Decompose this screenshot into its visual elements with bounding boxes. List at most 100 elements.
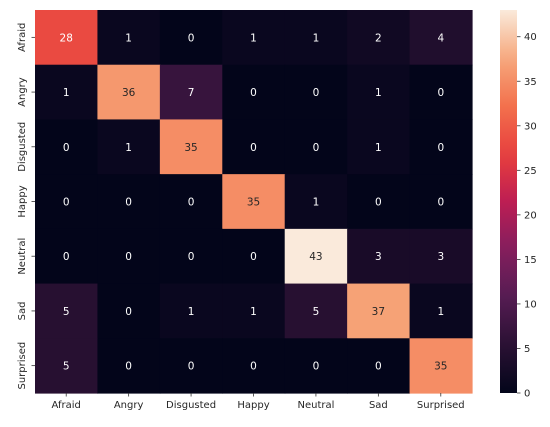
heatmap-cell <box>347 64 411 121</box>
cell-value-label: 3 <box>375 251 382 263</box>
colorbar-tick-label: 0 <box>524 389 530 400</box>
cell-value-label: 1 <box>375 87 382 99</box>
heatmap-cell <box>159 283 223 339</box>
cell-value-label: 0 <box>188 251 195 263</box>
cell-value-label: 1 <box>188 306 195 318</box>
heatmap-cell <box>222 10 286 66</box>
heatmap-cell <box>409 228 473 285</box>
heatmap-cell <box>35 119 99 175</box>
colorbar-tick-label: 10 <box>524 299 537 310</box>
heatmap-cell <box>35 174 99 230</box>
cell-value-label: 28 <box>60 32 73 44</box>
cell-value-label: 7 <box>188 87 195 99</box>
cell-value-label: 0 <box>313 87 320 99</box>
cell-value-label: 0 <box>125 306 132 318</box>
heatmap-cell <box>409 174 473 230</box>
cell-value-label: 0 <box>250 87 257 99</box>
heatmap-cell <box>222 119 286 175</box>
heatmap-cell <box>159 338 223 394</box>
y-tick-label: Neutral <box>17 238 28 275</box>
heatmap-cell <box>97 10 161 66</box>
heatmap-cell <box>97 64 161 121</box>
cell-value-label: 1 <box>437 306 444 318</box>
heatmap-cell <box>284 10 348 66</box>
cell-value-label: 1 <box>125 32 132 44</box>
cell-value-label: 0 <box>250 142 257 154</box>
cell-value-label: 0 <box>63 142 70 154</box>
heatmap-cell <box>347 338 411 394</box>
cell-value-label: 0 <box>437 142 444 154</box>
y-tick-label: Afraid <box>17 23 28 52</box>
x-axis-ticks: Afraid Angry Disgusted Happy Neutral Sad Surpr… <box>52 393 465 411</box>
heatmap-cell <box>35 228 99 285</box>
cell-value-label: 35 <box>434 361 447 373</box>
y-tick-label: Happy <box>17 185 28 217</box>
cell-value-label: 0 <box>250 251 257 263</box>
heatmap-cell <box>409 64 473 121</box>
x-tick-label: Sad <box>369 400 388 411</box>
heatmap-cell <box>97 119 161 175</box>
y-tick-label: Angry <box>17 77 28 107</box>
colorbar-tick-label: 15 <box>524 255 537 266</box>
heatmap-cell <box>35 283 99 339</box>
heatmap-cell <box>97 228 161 285</box>
x-tick-label: Neutral <box>297 400 334 411</box>
x-tick-label: Surprised <box>417 400 465 411</box>
cell-value-label: 35 <box>184 142 197 154</box>
cell-value-label: 35 <box>247 197 260 209</box>
heatmap-cell <box>35 64 99 121</box>
cell-value-label: 0 <box>125 251 132 263</box>
cell-value-label: 1 <box>250 306 257 318</box>
cell-value-label: 1 <box>63 87 70 99</box>
cell-value-label: 0 <box>375 361 382 373</box>
heatmap-cell <box>159 228 223 285</box>
heatmap-cell <box>409 10 473 66</box>
heatmap-cell <box>35 338 99 394</box>
heatmap-cell <box>347 174 411 230</box>
heatmap-cell <box>284 338 348 394</box>
heatmap-cell <box>347 228 411 285</box>
y-tick-label: Surprised <box>17 342 28 390</box>
heatmap-cell <box>222 228 286 285</box>
colorbar-tick-label: 20 <box>524 210 537 221</box>
cell-value-label: 5 <box>63 306 70 318</box>
cell-value-label: 0 <box>313 142 320 154</box>
colorbar-tick-label: 40 <box>524 32 537 43</box>
heatmap-cell <box>409 283 473 339</box>
heatmap-cell <box>222 338 286 394</box>
cell-value-label: 3 <box>437 251 444 263</box>
heatmap-cells: 28 1 0 1 1 2 41 36 7 0 0 1 00 1 35 0 0 1 00 0 0 35 1 0 00 0 0 0 43 3 3… <box>35 10 473 394</box>
cell-value-label: 0 <box>125 361 132 373</box>
heatmap-cell <box>222 283 286 339</box>
heatmap-cell <box>347 10 411 66</box>
cell-value-label: 37 <box>372 306 385 318</box>
heatmap-cell <box>284 283 348 339</box>
heatmap-cell <box>159 119 223 175</box>
colorbar-tick-label: 30 <box>524 121 537 132</box>
heatmap-cell <box>97 174 161 230</box>
cell-value-label: 0 <box>250 361 257 373</box>
heatmap-cell <box>347 283 411 339</box>
heatmap-cell <box>409 338 473 394</box>
heatmap-cell <box>97 338 161 394</box>
cell-value-label: 0 <box>188 32 195 44</box>
cell-value-label: 1 <box>313 197 320 209</box>
cell-value-label: 5 <box>63 361 70 373</box>
cell-value-label: 0 <box>437 197 444 209</box>
cell-value-label: 2 <box>375 32 382 44</box>
heatmap-cell <box>284 119 348 175</box>
cell-value-label: 0 <box>375 197 382 209</box>
cell-value-label: 0 <box>313 361 320 373</box>
colorbar-tick-label: 25 <box>524 166 537 177</box>
cell-value-label: 1 <box>313 32 320 44</box>
cell-value-label: 1 <box>125 142 132 154</box>
cell-value-label: 36 <box>122 87 136 99</box>
cell-value-label: 43 <box>309 251 322 263</box>
cell-value-label: 0 <box>188 197 195 209</box>
cell-value-label: 0 <box>437 87 444 99</box>
x-tick-label: Disgusted <box>166 400 216 411</box>
colorbar-gradient <box>500 10 517 393</box>
colorbar-tick-label: 35 <box>524 77 537 88</box>
